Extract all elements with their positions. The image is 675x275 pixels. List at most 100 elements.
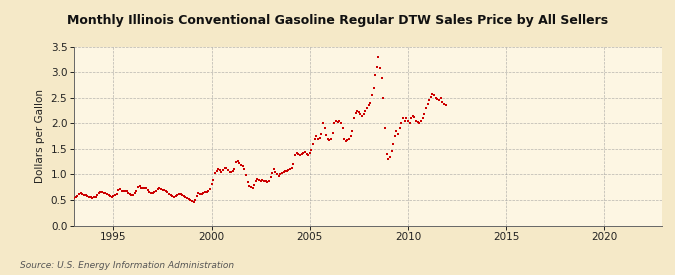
Point: [172, 193, 183, 197]
Point: [406, 116, 416, 120]
Point: [103, 193, 114, 197]
Point: [110, 193, 121, 197]
Point: [162, 190, 173, 194]
Point: [72, 194, 83, 198]
Point: [440, 103, 451, 108]
Point: [271, 172, 282, 177]
Point: [213, 167, 223, 172]
Point: [327, 130, 338, 135]
Point: [319, 126, 330, 131]
Point: [401, 116, 412, 120]
Point: [226, 170, 237, 174]
Point: [203, 189, 214, 193]
Point: [398, 116, 408, 120]
Point: [262, 180, 273, 184]
Point: [333, 119, 344, 123]
Point: [388, 142, 399, 146]
Point: [188, 200, 199, 204]
Point: [85, 195, 96, 200]
Point: [146, 191, 157, 195]
Point: [124, 192, 135, 197]
Point: [136, 186, 146, 190]
Point: [161, 189, 171, 194]
Point: [402, 119, 413, 123]
Point: [178, 194, 189, 199]
Point: [77, 192, 88, 197]
Point: [331, 119, 342, 123]
Point: [250, 178, 261, 183]
Point: [414, 121, 425, 126]
Point: [200, 190, 211, 194]
Point: [350, 111, 361, 115]
Point: [87, 196, 98, 200]
Point: [313, 136, 323, 141]
Point: [159, 188, 169, 192]
Point: [151, 189, 161, 194]
Point: [238, 164, 248, 169]
Point: [142, 188, 153, 192]
Point: [229, 167, 240, 172]
Point: [335, 121, 346, 126]
Point: [70, 195, 81, 200]
Point: [377, 76, 387, 81]
Point: [147, 191, 158, 195]
Y-axis label: Dollars per Gallon: Dollars per Gallon: [35, 89, 45, 183]
Point: [404, 121, 415, 126]
Point: [408, 114, 418, 118]
Point: [363, 103, 374, 108]
Point: [93, 191, 104, 195]
Point: [394, 126, 405, 131]
Point: [352, 108, 362, 113]
Point: [209, 171, 220, 176]
Point: [283, 168, 294, 172]
Point: [389, 134, 400, 138]
Point: [400, 119, 410, 123]
Point: [277, 171, 288, 176]
Point: [173, 192, 184, 196]
Point: [425, 95, 436, 99]
Point: [227, 169, 238, 173]
Point: [115, 186, 126, 191]
Point: [293, 152, 304, 156]
Point: [371, 65, 382, 69]
Point: [433, 98, 444, 103]
Point: [430, 96, 441, 100]
Point: [239, 167, 250, 172]
Point: [304, 151, 315, 155]
Point: [410, 119, 421, 123]
Point: [219, 166, 230, 170]
Point: [234, 161, 245, 165]
Point: [280, 169, 291, 174]
Point: [139, 186, 150, 190]
Point: [308, 142, 319, 146]
Point: [416, 119, 427, 123]
Point: [246, 185, 256, 189]
Point: [175, 192, 186, 197]
Point: [323, 136, 333, 141]
Point: [90, 195, 101, 199]
Point: [329, 121, 340, 126]
Point: [386, 149, 397, 154]
Point: [337, 126, 348, 131]
Point: [116, 189, 127, 193]
Point: [154, 186, 165, 190]
Point: [378, 96, 389, 100]
Point: [194, 192, 205, 196]
Point: [396, 121, 407, 126]
Point: [242, 180, 253, 184]
Point: [107, 195, 117, 199]
Point: [247, 186, 258, 190]
Point: [421, 106, 431, 110]
Point: [344, 136, 354, 141]
Point: [123, 191, 134, 195]
Point: [375, 66, 385, 70]
Point: [88, 195, 99, 200]
Point: [409, 115, 420, 119]
Point: [270, 170, 281, 174]
Point: [339, 136, 350, 141]
Point: [255, 178, 266, 183]
Point: [367, 93, 377, 97]
Point: [121, 189, 132, 194]
Point: [216, 170, 227, 174]
Point: [360, 108, 371, 113]
